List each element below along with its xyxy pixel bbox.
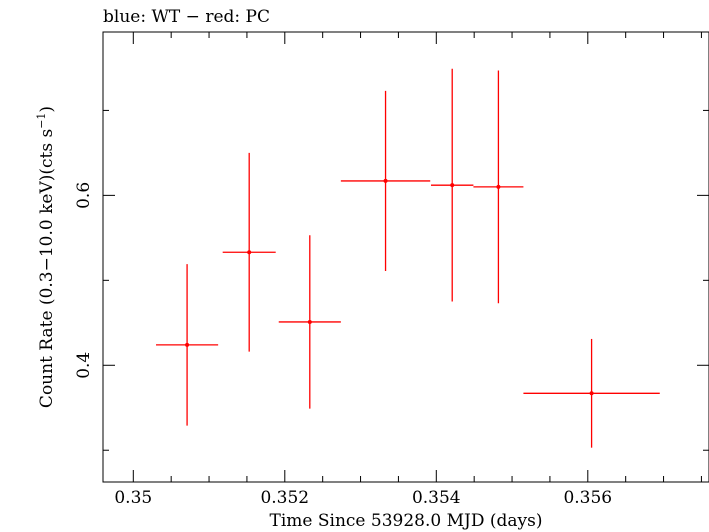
data-point (185, 342, 190, 347)
data-point (383, 178, 388, 183)
data-point (450, 183, 455, 188)
plot-frame (102, 31, 709, 483)
y-axis: 0.4 0.6 (74, 109, 709, 451)
x-tick-label: 0.35 (114, 488, 152, 508)
x-tick-label: 0.356 (563, 488, 612, 508)
y-axis-label-close: ) (37, 106, 57, 113)
data-point (247, 250, 252, 255)
x-axis-label: Time Since 53928.0 MJD (days) (270, 511, 543, 531)
y-tick-label: 0.6 (74, 182, 94, 209)
data-point (307, 319, 312, 324)
y-axis-label-main: Count Rate (0.3−10.0 keV)(cts s (37, 129, 57, 408)
y-tick-label: 0.4 (74, 352, 94, 379)
y-axis-label-superscript: −1 (35, 113, 48, 129)
y-axis-label: Count Rate (0.3−10.0 keV)(cts s−1) (35, 106, 57, 408)
x-tick-label: 0.354 (412, 488, 461, 508)
data-series-pc (156, 68, 660, 448)
x-tick-label: 0.352 (260, 488, 309, 508)
x-axis: 0.35 0.352 0.354 0.356 (114, 32, 702, 508)
data-point (589, 391, 594, 396)
chart-title: blue: WT − red: PC (103, 7, 270, 27)
data-point (496, 184, 501, 189)
